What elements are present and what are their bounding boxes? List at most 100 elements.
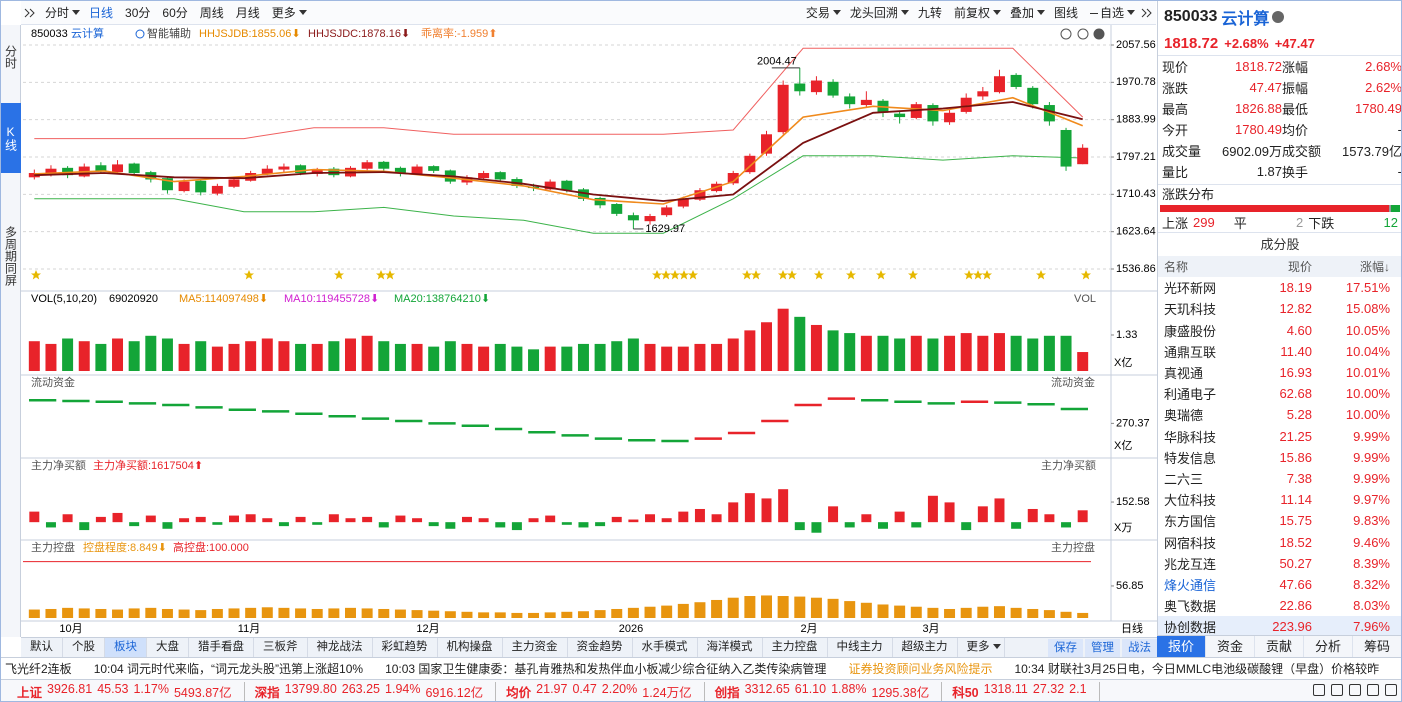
bottom-tab[interactable]: 三板斧 <box>254 638 308 657</box>
bottom-tab[interactable]: 猎手看盘 <box>189 638 254 657</box>
component-row[interactable]: 大位科技 11.14 9.97% <box>1158 489 1401 510</box>
side-tab[interactable]: 分时 <box>3 45 18 69</box>
bottom-tab[interactable]: 主力控盘 <box>763 638 828 657</box>
component-row[interactable]: 康盛股份 4.60 10.05% <box>1158 320 1401 341</box>
netbuy-bar <box>45 522 56 528</box>
index-item[interactable]: 上证 3926.81 45.53 1.17% 5493.87亿 <box>17 681 245 701</box>
index-item[interactable]: 均价 21.97 0.47 2.20% 1.24万亿 <box>506 681 705 701</box>
assist-icon[interactable] <box>135 29 145 39</box>
component-row[interactable]: 天玑科技 12.82 15.08% <box>1158 298 1401 319</box>
component-row[interactable]: 利通电子 62.68 10.00% <box>1158 383 1401 404</box>
bottom-tab[interactable]: 水手模式 <box>633 638 698 657</box>
bottom-tab[interactable]: 中线主力 <box>828 638 893 657</box>
bottom-tab[interactable]: 机构操盘 <box>438 638 503 657</box>
bottom-tab[interactable]: 大盘 <box>147 638 189 657</box>
change: +47.47 <box>1274 35 1315 51</box>
bottom-tab[interactable]: 个股 <box>63 638 105 657</box>
component-row[interactable]: 特发信息 15.86 9.99% <box>1158 447 1401 468</box>
component-row[interactable]: 协创数据 223.96 7.96% <box>1158 616 1401 638</box>
quote-tab[interactable]: 分析 <box>1304 636 1353 657</box>
bottom-tab[interactable]: 默认 <box>21 638 63 657</box>
index-item[interactable]: 科50 1318.11 27.32 2.1 <box>952 681 1100 701</box>
bottom-action[interactable]: 管理 <box>1085 638 1120 657</box>
toolbar-item[interactable]: 叠加 <box>1004 4 1048 21</box>
toolbar-item[interactable]: 自选 <box>1084 4 1138 21</box>
netbuy-bar <box>861 514 872 523</box>
icon[interactable] <box>1367 684 1379 696</box>
component-row[interactable]: 华脉科技 21.25 9.99% <box>1158 426 1401 447</box>
component-row[interactable]: 兆龙互连 50.27 8.39% <box>1158 553 1401 574</box>
component-row[interactable]: 网宿科技 18.52 9.46% <box>1158 531 1401 552</box>
index-item[interactable]: 深指 13799.80 263.25 1.94% 6916.12亿 <box>255 681 497 701</box>
component-row[interactable]: 奥瑞德 5.28 10.00% <box>1158 404 1401 425</box>
assist[interactable]: 智能辅助 <box>147 26 191 40</box>
bottom-tab[interactable]: 海洋模式 <box>698 638 763 657</box>
icon[interactable] <box>1349 684 1361 696</box>
toolbar-item[interactable]: 前复权 <box>948 4 1004 21</box>
candle-body <box>860 99 872 106</box>
news-item[interactable]: 10:34 财联社3月25日电，今日MMLC电池级碳酸锂（早盘）价格较昨 <box>1014 662 1380 676</box>
pct: +2.68% <box>1224 35 1269 51</box>
news-item[interactable]: 10:04 词元时代来临，“词元龙头股”迅第上涨超10% <box>93 662 364 676</box>
news-item[interactable]: 飞光纤2连板 <box>5 662 72 676</box>
toolbar-item[interactable]: 交易 <box>800 4 844 21</box>
icon[interactable] <box>1331 684 1343 696</box>
toolbar-item[interactable]: 九转 <box>917 6 942 20</box>
component-row[interactable]: 烽火通信 47.66 8.32% <box>1158 574 1401 595</box>
index-amount: 6916.12亿 <box>425 685 484 700</box>
toolbar-item[interactable]: 分时 <box>39 4 83 21</box>
quote-tab[interactable]: 筹码 <box>1353 636 1401 657</box>
bottom-tab[interactable]: 主力资金 <box>503 638 568 657</box>
toolbar-item[interactable]: 图线 <box>1053 6 1078 20</box>
y-tick-label: 270.37 <box>1116 417 1150 429</box>
control-bar <box>95 608 107 618</box>
bottom-tab[interactable]: 板块 <box>105 638 147 657</box>
news-item[interactable]: 证券投资顾问业务风险提示 <box>848 662 993 676</box>
toolbar-item[interactable]: 龙头回溯 <box>844 4 912 21</box>
expand-icon[interactable] <box>1138 6 1156 20</box>
icon[interactable] <box>1313 684 1325 696</box>
bottom-action[interactable]: 战法 <box>1122 638 1157 657</box>
side-tab[interactable]: 多周期同屏 <box>3 226 18 286</box>
component-row[interactable]: 东方国信 15.75 9.83% <box>1158 510 1401 531</box>
bottom-tab[interactable]: 彩虹趋势 <box>373 638 438 657</box>
toolbar-item[interactable]: 月线 <box>235 6 260 20</box>
component-row[interactable]: 真视通 16.93 10.01% <box>1158 362 1401 383</box>
component-row[interactable]: 二六三 7.38 9.99% <box>1158 468 1401 489</box>
component-value: 62.68 <box>1279 386 1312 402</box>
side-tabs: 分时 K线多周期同屏 <box>1 25 21 637</box>
distribution-title: 涨跌分布 <box>1162 187 1215 202</box>
quote-tab[interactable]: 报价 <box>1157 636 1206 657</box>
bottom-action[interactable]: 保存 <box>1048 638 1083 657</box>
bottom-tab[interactable]: 超级主力 <box>893 638 958 657</box>
toolbar-item[interactable]: 日线 <box>89 6 114 20</box>
index-item[interactable]: 创指 3312.65 61.10 1.88% 1295.38亿 <box>715 681 943 701</box>
component-row[interactable]: 光环新网 18.19 17.51% <box>1158 277 1401 298</box>
toolbar-item[interactable]: 60分 <box>162 6 188 20</box>
netbuy-bar <box>678 511 689 523</box>
component-value: 9.99% <box>1353 428 1390 444</box>
column-header: 涨幅↓ <box>1359 260 1390 275</box>
control-bar <box>278 607 290 618</box>
bottom-tab[interactable]: 资金趋势 <box>568 638 633 657</box>
side-tab[interactable]: K线 <box>1 103 21 173</box>
component-row[interactable]: 通鼎互联 11.40 10.04% <box>1158 341 1401 362</box>
chart-icons[interactable] <box>1060 28 1105 40</box>
icon[interactable] <box>1385 684 1397 696</box>
quote-tab[interactable]: 贡献 <box>1255 636 1304 657</box>
bottom-tab[interactable]: 更多 <box>958 638 1005 657</box>
netbuy-bar <box>694 508 705 523</box>
quote-value: 1826.88 <box>1235 101 1282 116</box>
collapse-icon[interactable] <box>21 6 39 20</box>
info-icon[interactable] <box>1269 10 1287 24</box>
quote-tab[interactable]: 资金 <box>1206 636 1255 657</box>
component-row[interactable]: 奥飞数据 22.86 8.03% <box>1158 595 1401 616</box>
index-bar: 上证 3926.81 45.53 1.17% 5493.87亿 深指 13799.80 263… <box>1 679 1401 701</box>
toolbar-item[interactable]: 更多 <box>266 4 310 21</box>
toolbar-item[interactable]: 30分 <box>125 6 151 20</box>
news-item[interactable]: 10:03 国家卫生健康委：基孔肯雅热和发热伴血小板减少综合征纳入乙类传染病管理 <box>385 662 827 676</box>
unit: X万 <box>1114 522 1132 534</box>
control-bar <box>428 610 440 618</box>
bottom-tab[interactable]: 神龙战法 <box>308 638 373 657</box>
toolbar-item[interactable]: 周线 <box>199 6 224 20</box>
